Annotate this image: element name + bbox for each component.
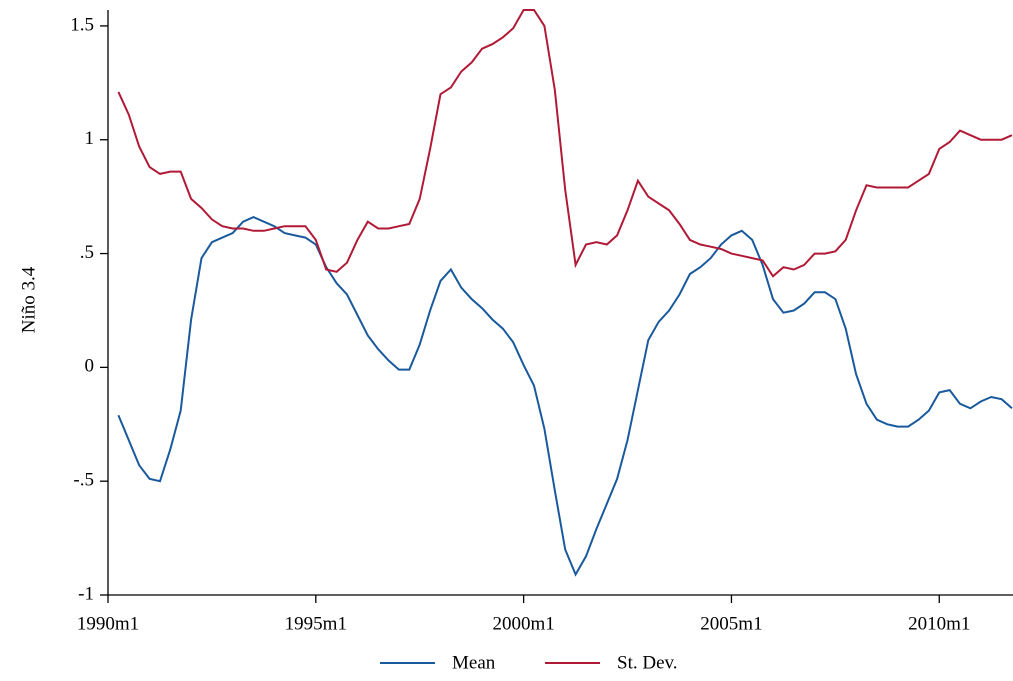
x-tick-label: 1990m1 [77, 613, 139, 634]
series-line [117, 216, 1013, 577]
series-line [117, 9, 1013, 278]
x-tick-label: 2010m1 [908, 613, 970, 634]
x-tick-label: 1995m1 [285, 613, 347, 634]
legend-label: St. Dev. [617, 652, 678, 673]
y-tick-label: 0 [85, 356, 95, 377]
y-tick-label: 1.5 [70, 14, 94, 35]
y-tick-label: -.5 [73, 470, 94, 491]
y-axis-label: Niño 3.4 [18, 266, 39, 333]
legend-label: Mean [452, 652, 496, 673]
y-tick-label: 1 [85, 128, 95, 149]
x-tick-label: 2000m1 [492, 613, 554, 634]
y-tick-label: .5 [80, 242, 94, 263]
y-tick-label: -1 [78, 583, 94, 604]
x-tick-label: 2005m1 [700, 613, 762, 634]
